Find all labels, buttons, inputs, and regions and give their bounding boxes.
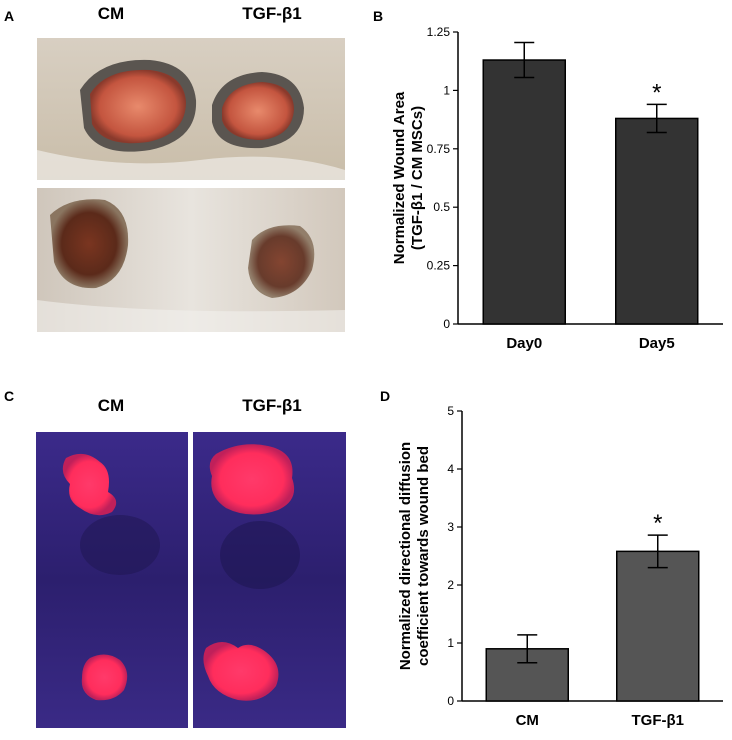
chart-d-ytick-label: 3	[447, 520, 454, 534]
panel-c-letter: C	[4, 388, 15, 404]
chart-b-ytick-label: 0.25	[427, 259, 451, 273]
panel-c-label-cm: CM	[97, 396, 125, 415]
chart-b-y-axis-label-line: (TGF-β1 / CM MSCs)	[409, 106, 426, 250]
chart-b-y-axis-label: Normalized Wound Area(TGF-β1 / CM MSCs)	[391, 91, 426, 264]
panel-a-label-cm: CM	[97, 4, 125, 23]
chart-b-ytick-label: 0.75	[427, 142, 451, 156]
chart-d-category-label: CM	[516, 712, 539, 729]
chart-d-ytick-label: 1	[447, 636, 454, 650]
panel-d-letter: D	[380, 388, 391, 404]
chart-b-ytick-label: 0	[443, 317, 450, 331]
chart-b-category-label: Day5	[639, 335, 675, 352]
chart-d-significance-marker: *	[653, 510, 662, 537]
chart-d-ytick-label: 2	[447, 578, 454, 592]
panel-a-label-tgf: TGF-β1	[242, 4, 302, 23]
chart-d-ytick-label: 0	[447, 694, 454, 708]
chart-b-bar	[615, 117, 699, 325]
chart-d-category-label: TGF-β1	[632, 712, 685, 729]
chart-b-y-axis-label-line: Normalized Wound Area	[391, 91, 408, 264]
panel-b-letter: B	[373, 8, 384, 24]
chart-b-category-label: Day0	[506, 335, 542, 352]
chart-d-y-axis-label-line: coefficient towards wound bed	[415, 446, 432, 666]
panel-c-label-tgf: TGF-β1	[242, 396, 302, 415]
chart-d-y-axis-label-line: Normalized directional diffusion	[397, 442, 414, 670]
chart-b-ytick-label: 1.25	[427, 25, 451, 39]
chart-d-y-axis-label: Normalized directional diffusioncoeffici…	[397, 442, 432, 670]
chart-d-ytick-label: 5	[447, 404, 454, 418]
chart-b-ytick-label: 0.5	[433, 200, 450, 214]
chart-d-bar	[616, 550, 700, 702]
chart-b-significance-marker: *	[652, 79, 661, 106]
chart-d-ytick-label: 4	[447, 462, 454, 476]
panel-a-letter: A	[4, 8, 15, 24]
chart-b-bar	[482, 59, 566, 325]
chart-b-ytick-label: 1	[443, 83, 450, 97]
